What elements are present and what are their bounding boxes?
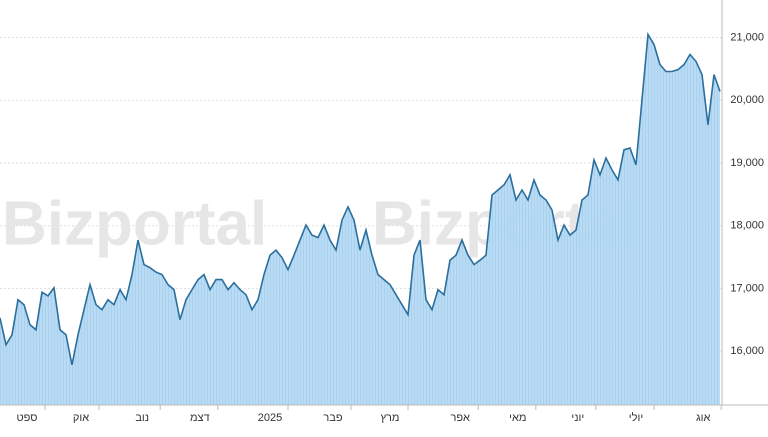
y-tick-label: 17,000 xyxy=(730,282,764,294)
x-tick-label: 2025 xyxy=(258,412,282,424)
x-tick-label: מרץ xyxy=(381,412,400,424)
x-tick-label: אוק xyxy=(73,412,89,424)
x-tick-label: יולי xyxy=(629,411,643,424)
x-tick-label: מאי xyxy=(509,412,526,424)
x-tick-label: נוב xyxy=(135,412,149,424)
line xyxy=(0,31,721,366)
x-tick-label: יוני xyxy=(571,412,584,424)
y-tick-label: 19,000 xyxy=(730,157,764,169)
x-tick-label: ספט xyxy=(17,412,38,424)
x-tick-label: פבר xyxy=(323,412,342,424)
y-tick-label: 20,000 xyxy=(730,94,764,106)
x-tick-label: דצמ xyxy=(190,412,210,424)
watermark: Bizportal xyxy=(2,189,267,258)
y-tick-label: 21,000 xyxy=(730,32,764,44)
area xyxy=(0,34,720,405)
x-tick-label: אוג xyxy=(696,412,711,424)
y-tick-label: 16,000 xyxy=(730,345,764,357)
x-tick-label: אפר xyxy=(450,412,470,424)
plot xyxy=(0,31,721,405)
y-tick-label: 18,000 xyxy=(730,220,764,232)
